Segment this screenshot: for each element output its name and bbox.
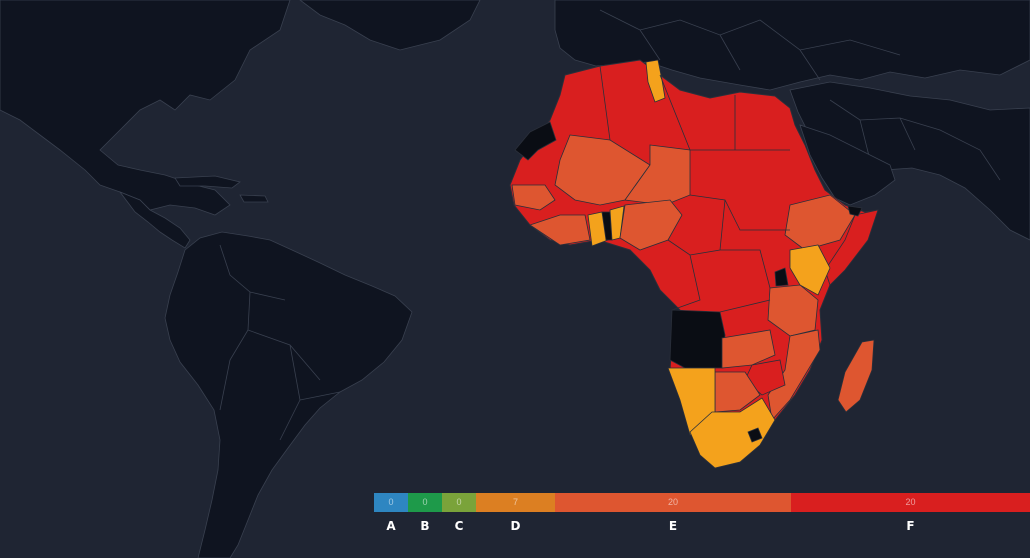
legend-segment-b[interactable]: 0 bbox=[408, 493, 442, 512]
africa bbox=[509, 59, 879, 469]
south-america-landmass bbox=[164, 231, 413, 558]
asia-borders bbox=[829, 99, 1001, 181]
south-africa[interactable] bbox=[689, 397, 776, 469]
kenya[interactable] bbox=[789, 244, 831, 296]
south-america-borders bbox=[219, 244, 341, 441]
grade-legend: 0 A 0 B 0 C 7 D 20 E 20 F bbox=[374, 493, 1030, 533]
legend-grade-f: F bbox=[906, 519, 915, 533]
tanzania[interactable] bbox=[767, 284, 819, 337]
legend-grade-e: E bbox=[668, 519, 678, 533]
uganda[interactable] bbox=[774, 267, 789, 287]
europe-landmass bbox=[554, 0, 1030, 91]
tunisia[interactable] bbox=[645, 59, 666, 103]
senegal[interactable] bbox=[511, 184, 556, 211]
arabian-peninsula bbox=[799, 124, 896, 206]
djibouti[interactable] bbox=[847, 205, 863, 217]
legend-grade-b: B bbox=[420, 519, 430, 533]
legend-segment-a[interactable]: 0 bbox=[374, 493, 408, 512]
legend-grade-c: C bbox=[454, 519, 464, 533]
legend-segment-e[interactable]: 20 bbox=[555, 493, 791, 512]
caribbean-islands bbox=[174, 175, 269, 203]
angola[interactable] bbox=[669, 309, 726, 369]
legend-segment-d[interactable]: 7 bbox=[476, 493, 555, 512]
legend-grade-d: D bbox=[510, 519, 521, 533]
central-america-landmass bbox=[118, 191, 191, 249]
mali[interactable] bbox=[554, 134, 651, 206]
zambia[interactable] bbox=[721, 329, 776, 369]
madagascar[interactable] bbox=[837, 339, 875, 413]
lesotho[interactable] bbox=[747, 427, 763, 443]
guinea[interactable] bbox=[529, 214, 591, 246]
europe-borders bbox=[599, 9, 901, 81]
ethiopia[interactable] bbox=[784, 194, 856, 251]
legend-grade-a: A bbox=[386, 519, 396, 533]
greenland-landmass bbox=[299, 0, 481, 51]
africa-borders bbox=[599, 65, 790, 313]
legend-segment-c[interactable]: 0 bbox=[442, 493, 476, 512]
somalia[interactable] bbox=[824, 209, 879, 286]
legend-segment-f[interactable]: 20 bbox=[791, 493, 1030, 512]
western-sahara[interactable] bbox=[514, 121, 557, 161]
